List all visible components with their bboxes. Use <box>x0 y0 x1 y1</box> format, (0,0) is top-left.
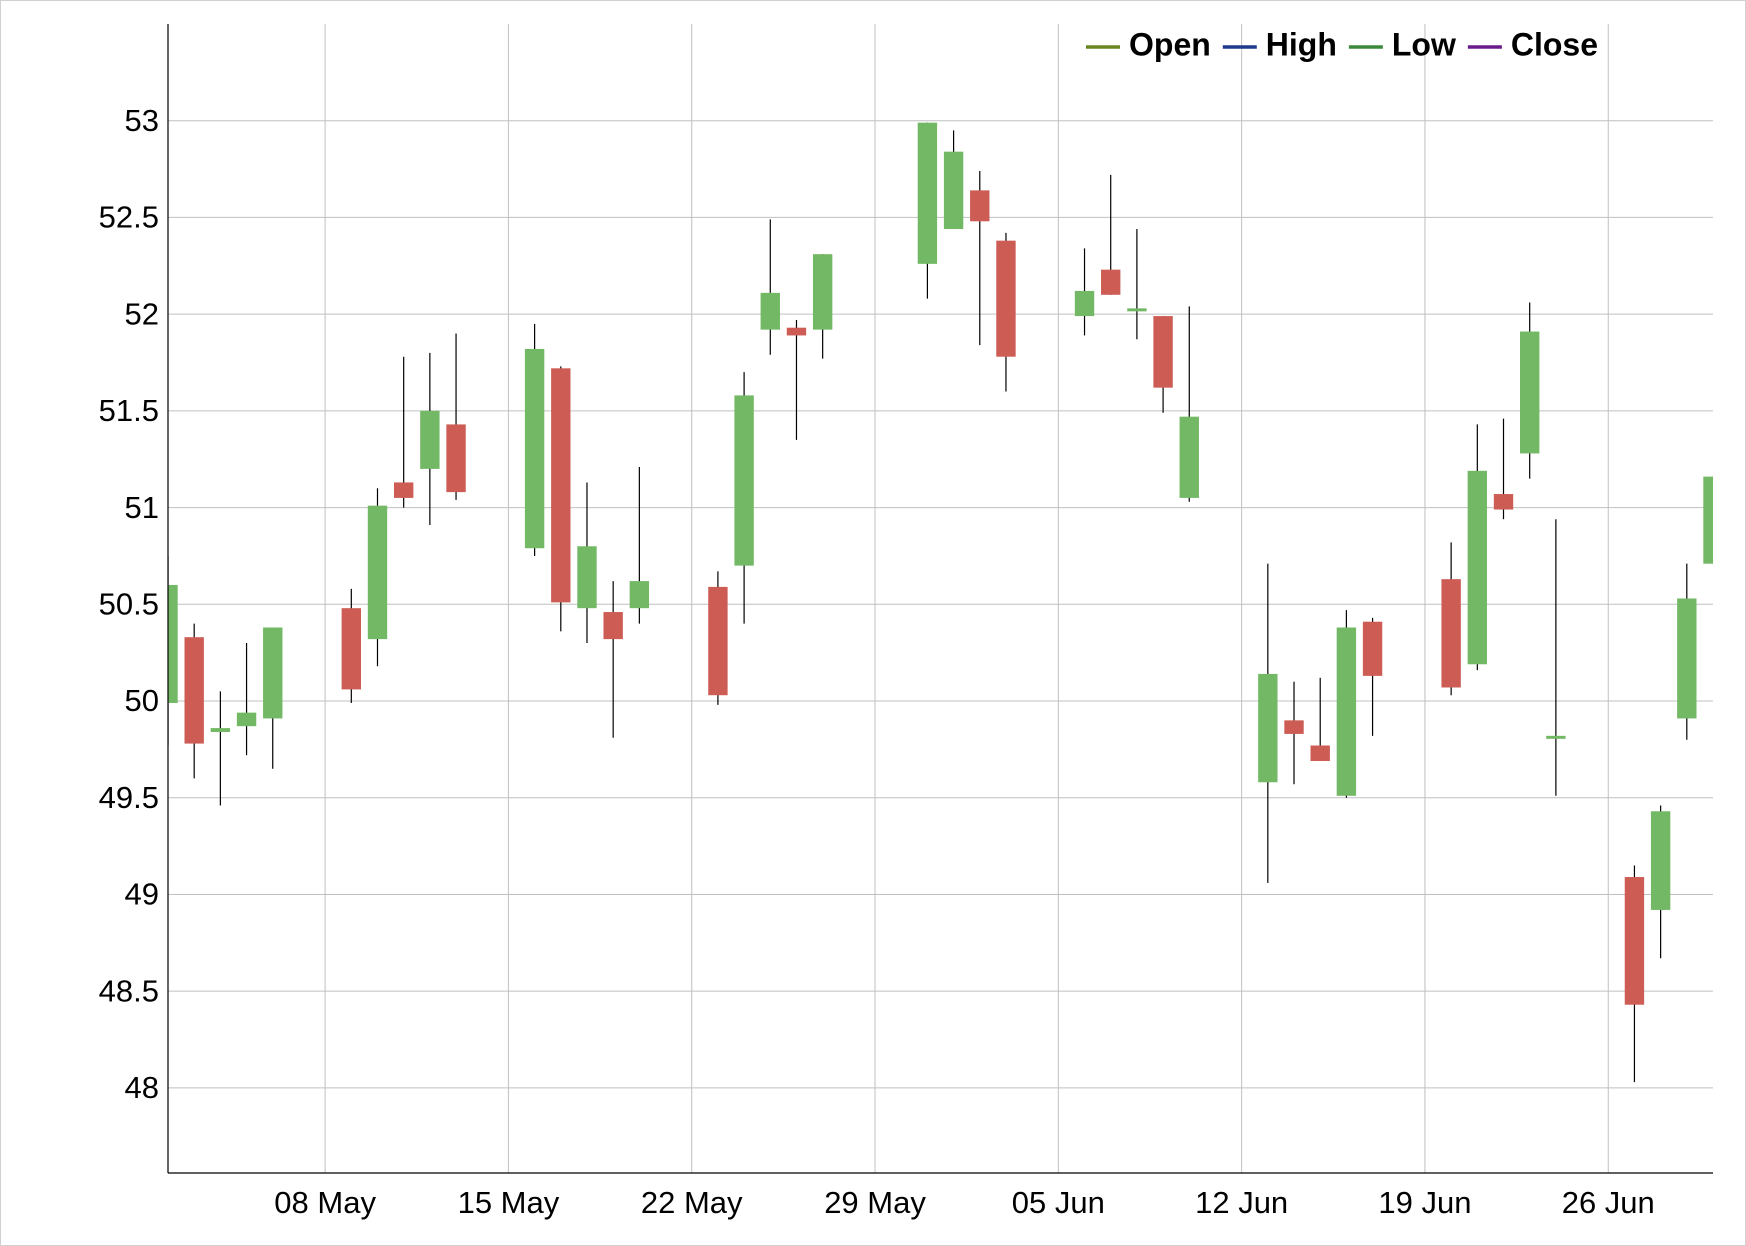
candle-body <box>1520 331 1540 454</box>
candle-body <box>996 240 1016 357</box>
candle-body <box>1677 598 1697 719</box>
y-tick-label: 50 <box>125 683 159 718</box>
legend-label: Close <box>1511 26 1598 62</box>
x-tick-label: 29 May <box>824 1185 926 1220</box>
candle-body <box>786 327 807 336</box>
candle-body <box>1362 621 1383 676</box>
candle-body <box>367 505 388 640</box>
candle-body <box>1153 316 1173 388</box>
candle-body <box>446 424 466 493</box>
y-tick-label: 48 <box>125 1070 159 1105</box>
y-tick-label: 51 <box>125 490 159 525</box>
x-tick-label: 15 May <box>458 1185 560 1220</box>
candle-body <box>1127 308 1147 312</box>
x-tick-label: 05 Jun <box>1012 1185 1105 1220</box>
candle-body <box>1441 579 1461 688</box>
candle-body <box>917 122 938 264</box>
candle-body <box>1336 627 1357 796</box>
candle-body <box>420 410 440 469</box>
candle-body <box>1310 745 1330 761</box>
y-tick-label: 48.5 <box>99 973 159 1008</box>
candle-body <box>1101 269 1121 295</box>
legend-label: Open <box>1129 26 1211 62</box>
x-tick-label: 26 Jun <box>1562 1185 1655 1220</box>
candle-body <box>236 712 257 727</box>
y-tick-label: 49.5 <box>99 780 159 815</box>
candle-body <box>760 292 780 330</box>
y-tick-label: 51.5 <box>99 393 159 428</box>
candle-body <box>708 586 728 696</box>
candle-body <box>1284 720 1304 734</box>
candle-body <box>577 546 597 609</box>
candle-body <box>943 151 964 230</box>
candle-body <box>184 637 204 744</box>
candle-body <box>1179 416 1199 498</box>
candle-body <box>263 627 283 719</box>
candles <box>168 122 1713 1083</box>
candle-body <box>524 348 545 549</box>
legend-label: Low <box>1392 26 1456 62</box>
candle-body <box>168 584 178 703</box>
candle-body <box>1258 673 1278 783</box>
y-tick-label: 52 <box>125 296 159 331</box>
grid <box>168 24 1713 1173</box>
y-tick-label: 50.5 <box>99 586 159 621</box>
candle-body <box>210 728 231 732</box>
x-tick-label: 22 May <box>641 1185 743 1220</box>
candle-body <box>341 608 361 690</box>
legend-label: High <box>1266 26 1337 62</box>
candle-body <box>812 254 833 330</box>
candle-body <box>1467 470 1488 665</box>
x-tick-label: 19 Jun <box>1378 1185 1471 1220</box>
candle-body <box>603 612 623 640</box>
candle-body <box>734 395 754 566</box>
candle-body <box>1703 476 1713 564</box>
y-tick-label: 49 <box>125 877 159 912</box>
candle-body <box>393 482 414 498</box>
candle-body <box>1650 811 1671 910</box>
x-tick-label: 12 Jun <box>1195 1185 1288 1220</box>
y-tick-label: 53 <box>125 103 159 138</box>
candle-body <box>1624 877 1645 1005</box>
x-tick-label: 08 May <box>274 1185 376 1220</box>
candle-body <box>970 190 990 222</box>
candle-body <box>1074 290 1095 317</box>
candle-body <box>1493 494 1514 510</box>
candle-body <box>629 581 650 609</box>
y-tick-label: 52.5 <box>99 200 159 235</box>
candle-body <box>551 368 571 603</box>
labels: 48 48.5 49 49.5 50 50.5 51 51.5 52 52.5 53 08 May 15… <box>99 26 1655 1220</box>
candle-body <box>1546 735 1566 739</box>
